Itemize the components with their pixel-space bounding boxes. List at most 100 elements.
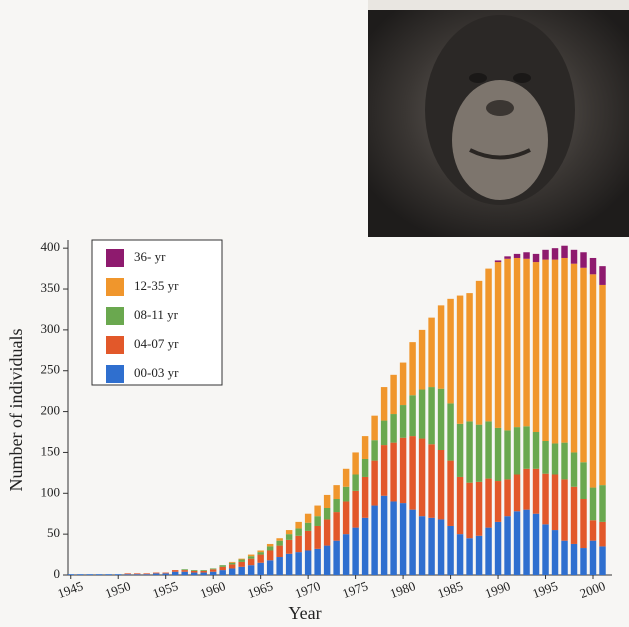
bar-segment [200,570,207,571]
x-tick-label: 2000 [578,578,608,601]
x-tick-label: 1975 [340,578,370,601]
bar-segment [456,295,464,424]
bar-segment [399,362,407,406]
x-tick-label: 1970 [293,578,323,601]
bar-segment [551,443,559,475]
bar-segment [247,565,255,575]
bar-segment [570,452,578,487]
bar-segment [352,474,359,491]
bar-segment [551,259,559,444]
bar-segment [124,573,131,575]
bar-segment [257,550,264,553]
bar-segment [285,539,293,554]
bar-segment [352,527,359,575]
bar-segment [371,460,378,506]
bar-segment [589,274,597,488]
bar-segment [219,565,226,567]
bar-segment [276,538,283,541]
bar-segment [504,258,511,431]
bar-segment [570,263,578,453]
bar-segment [409,342,416,396]
bar-segment [152,572,160,574]
bar-segment [599,521,606,547]
bar-segment [171,570,179,572]
bar-segment [285,553,293,575]
bar-segment [371,440,378,461]
bar-segment [504,479,511,517]
bar-segment [314,548,321,575]
bar-segment [580,499,587,549]
bar-segment [162,573,169,575]
bar-segment [580,267,587,463]
bar-segment [190,570,198,571]
bar-segment [570,249,578,264]
bar-segment [561,479,568,541]
bar-segment [570,543,578,575]
x-tick-label: 1950 [103,578,133,601]
x-tick-label: 1945 [55,578,85,601]
bar-segment [295,521,302,529]
x-tick-label: 1985 [435,578,465,601]
bars [67,245,606,575]
bar-segment [380,387,388,421]
bar-segment [466,482,473,539]
x-tick-label: 1995 [530,578,560,601]
bar-segment [276,545,283,558]
bar-segment [561,540,568,575]
bar-segment [437,305,445,389]
bar-segment [447,403,454,461]
legend-swatch [106,336,124,354]
bar-segment [409,436,416,510]
bar-segment [561,442,568,480]
bar-segment [428,517,435,575]
bar-segment [542,524,549,575]
bar-segment [485,478,492,528]
bar-segment [428,444,435,518]
bar-segment [257,554,264,563]
bar-segment [447,460,454,526]
bar-segment [390,414,397,443]
bar-segment [532,432,540,469]
bar-segment [295,528,302,536]
bar-segment [513,253,521,258]
bar-segment [475,535,483,575]
y-tick-label: 50 [47,525,60,540]
bar-segment [599,546,606,575]
bar-segment [428,387,435,445]
bar-segment [304,550,312,575]
bar-segment [266,543,274,547]
bar-segment [466,293,473,422]
bar-segment [190,570,198,573]
bar-segment [418,438,426,517]
bar-segment [390,501,397,575]
legend-label: 04-07 yr [134,336,179,351]
bar-segment [152,573,160,575]
bar-segment [361,517,369,575]
bar-segment [342,501,350,535]
bar-segment [133,573,141,575]
x-tick-label: 1965 [245,578,275,601]
bar-segment [523,509,530,575]
bar-segment [124,574,131,575]
bar-segment [580,548,587,575]
bar-segment [238,566,245,575]
bar-segment [561,257,568,443]
bar-segment [257,552,264,555]
bar-segment [599,284,606,486]
bar-segment [475,424,483,482]
bar-segment [190,572,198,575]
bar-segment [523,468,530,510]
bar-segment [181,571,188,575]
bar-segment [266,560,274,575]
bar-segment [285,534,293,540]
bar-segment [247,558,255,566]
bar-segment [342,468,350,487]
bar-segment [209,569,217,572]
bar-segment [551,530,559,575]
bar-segment [399,405,407,438]
bar-segment [371,415,378,441]
bar-segment [219,566,226,571]
bar-segment [323,545,331,575]
bar-segment [314,505,321,517]
bar-segment [437,519,445,575]
